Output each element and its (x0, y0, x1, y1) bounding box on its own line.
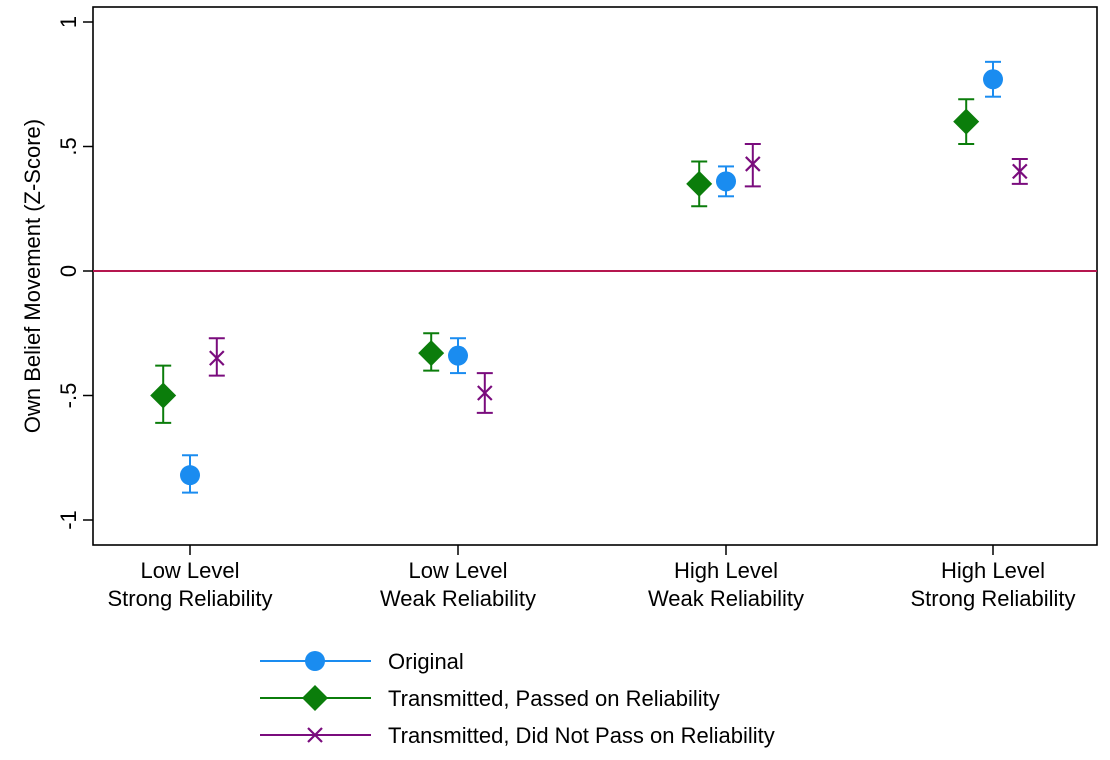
plot-frame (92, 6, 1098, 546)
y-tick-label: 0 (56, 265, 81, 277)
legend-marker (302, 685, 328, 711)
y-tick-label: -.5 (56, 383, 81, 409)
data-point (477, 385, 493, 401)
data-point (209, 350, 225, 366)
x-tick-label: High Level (941, 558, 1045, 583)
data-point (745, 156, 761, 172)
y-tick-label: .5 (56, 137, 81, 155)
legend-item: Original (260, 649, 464, 674)
legend-label: Original (388, 649, 464, 674)
legend: Original Transmitted, Passed on Reliabili… (260, 649, 775, 748)
x-tick-label: High Level (674, 558, 778, 583)
series-x (208, 143, 1028, 414)
x-tick-label: Strong Reliability (107, 586, 272, 611)
data-point (953, 108, 980, 135)
series-diamond (150, 98, 980, 424)
series-circle (180, 60, 1003, 494)
legend-item: Transmitted, Passed on Reliability (260, 685, 720, 711)
data-point (150, 382, 177, 409)
data-point (1012, 163, 1028, 180)
data-point (448, 345, 468, 366)
x-tick-label: Strong Reliability (910, 586, 1075, 611)
y-axis-label: Own Belief Movement (Z-Score) (20, 119, 45, 433)
x-tick-label: Low Level (140, 558, 239, 583)
data-marks (150, 60, 1028, 494)
data-point (686, 170, 713, 197)
legend-label: Transmitted, Did Not Pass on Reliability (388, 723, 775, 748)
y-tick-label: -1 (56, 510, 81, 530)
x-axis: Low Level Strong Reliability Low Level Weak… (107, 545, 1076, 611)
x-tick-label: Low Level (408, 558, 507, 583)
data-point (983, 69, 1003, 90)
legend-marker (307, 727, 323, 743)
legend-item: Transmitted, Did Not Pass on Reliability (260, 723, 775, 748)
x-tick-label: Weak Reliability (648, 586, 804, 611)
data-point (418, 340, 445, 367)
x-tick-label: Weak Reliability (380, 586, 536, 611)
y-axis: -1 -.5 0 .5 1 (56, 16, 93, 530)
y-tick-label: 1 (56, 16, 81, 28)
data-point (180, 465, 200, 486)
legend-marker (305, 651, 325, 671)
legend-label: Transmitted, Passed on Reliability (388, 686, 720, 711)
data-point (716, 171, 736, 192)
